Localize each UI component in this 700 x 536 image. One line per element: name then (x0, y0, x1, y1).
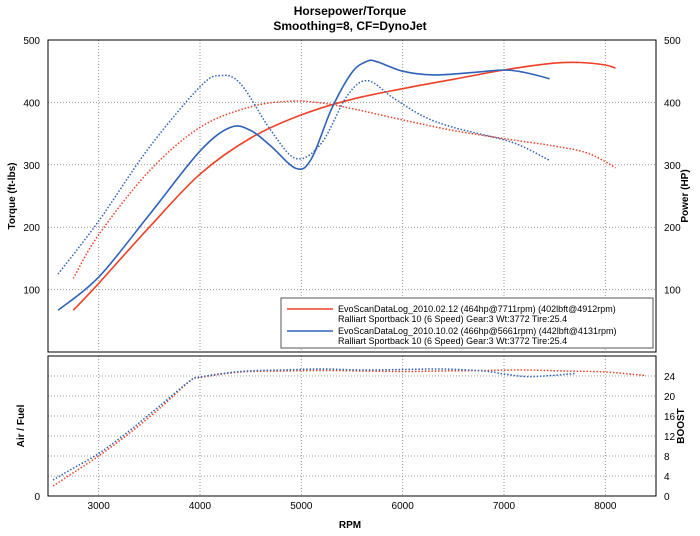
chart-title: Horsepower/Torque (294, 4, 407, 18)
y-tick-label: 200 (23, 223, 40, 234)
y2-tick-label: 12 (664, 432, 676, 443)
y2-tick-label: 200 (664, 223, 681, 234)
boost-axis-label: BOOST (676, 408, 687, 444)
bottom-plot-grid (48, 356, 656, 496)
top-plot-grid (48, 40, 656, 352)
top-plot-series (57, 59, 616, 311)
series-line (52, 368, 575, 481)
series-line (57, 59, 550, 311)
chart-subtitle: Smoothing=8, CF=DynoJet (273, 19, 426, 33)
legend-box (280, 297, 654, 349)
top-plot-ticks: 100 200 300 400 500 100 200 300 400 500 (23, 36, 681, 297)
air-fuel-axis-label: Air / Fuel (16, 404, 27, 447)
series-line (72, 61, 616, 311)
x-tick-label: 4000 (189, 501, 212, 512)
y2-tick-label: 100 (664, 286, 681, 297)
y2-tick-label: 8 (664, 452, 670, 463)
top-plot-frame (47, 39, 657, 353)
bottom-plot-ticks: 3000 4000 5000 6000 7000 8000 0 0 4 8 12 16 20 24 (34, 372, 675, 512)
y2-tick-label: 400 (664, 98, 681, 109)
y-tick-label: 500 (23, 36, 40, 47)
legend-sub-blue: Ralliart Sportback 10 (6 Speed) Gear:3 W… (338, 336, 567, 346)
series-line (52, 369, 646, 487)
y2-tick-label: 300 (664, 161, 681, 172)
y-tick-label: 0 (34, 492, 40, 503)
legend: EvoScanDataLog_2010.02.12 (464hp@7711rpm… (280, 297, 654, 349)
y2-tick-label: 0 (664, 492, 670, 503)
rpm-axis-label: RPM (339, 520, 361, 531)
y-tick-label: 300 (23, 161, 40, 172)
y2-tick-label: 20 (664, 392, 676, 403)
legend-label-blue: EvoScanDataLog_2010.10.02 (466hp@5661rpm… (338, 326, 616, 336)
legend-sub-red: Ralliart Sportback 10 (6 Speed) Gear:3 W… (338, 314, 567, 324)
bottom-plot-frame (47, 355, 657, 497)
x-tick-label: 3000 (88, 501, 111, 512)
power-axis-label: Power (HP) (680, 169, 691, 222)
y2-tick-label: 500 (664, 36, 681, 47)
x-tick-label: 5000 (290, 501, 313, 512)
x-tick-label: 6000 (392, 501, 415, 512)
y-tick-label: 400 (23, 98, 40, 109)
y2-tick-label: 24 (664, 372, 676, 383)
legend-label-red: EvoScanDataLog_2010.02.12 (464hp@7711rpm… (338, 304, 616, 314)
series-line (57, 74, 550, 275)
series-line (72, 100, 616, 279)
y-tick-label: 100 (23, 286, 40, 297)
x-tick-label: 7000 (493, 501, 516, 512)
y2-tick-label: 4 (664, 472, 670, 483)
y2-tick-label: 16 (664, 412, 676, 423)
torque-axis-label: Torque (ft-lbs) (7, 162, 18, 229)
x-tick-label: 8000 (594, 501, 617, 512)
bottom-plot-series (52, 368, 646, 487)
